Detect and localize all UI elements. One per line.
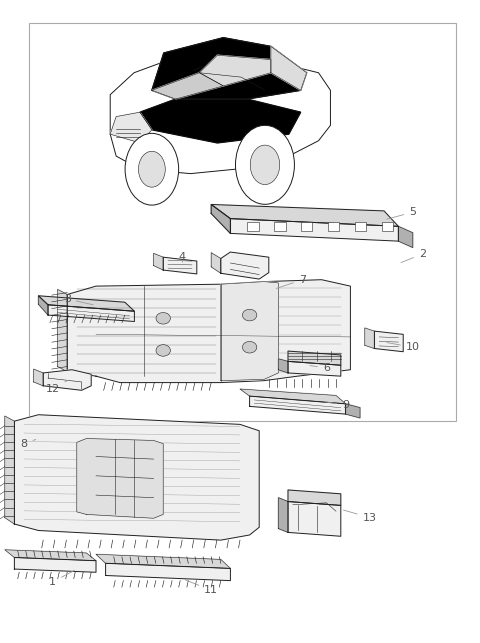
Text: 11: 11 <box>185 580 218 595</box>
Circle shape <box>125 133 179 205</box>
Polygon shape <box>38 296 48 315</box>
Polygon shape <box>154 253 163 270</box>
Text: 5: 5 <box>387 207 416 219</box>
Polygon shape <box>250 396 346 414</box>
Polygon shape <box>38 296 134 311</box>
Polygon shape <box>5 550 96 561</box>
Polygon shape <box>43 370 91 390</box>
Text: 8: 8 <box>21 439 36 449</box>
Polygon shape <box>152 38 307 99</box>
Polygon shape <box>288 502 341 536</box>
Polygon shape <box>34 369 43 386</box>
Text: 2: 2 <box>401 249 426 262</box>
Bar <box>382 222 393 231</box>
Circle shape <box>236 125 294 204</box>
Polygon shape <box>221 252 269 279</box>
Polygon shape <box>278 359 288 373</box>
Bar <box>247 222 259 231</box>
Polygon shape <box>211 204 230 233</box>
Polygon shape <box>110 55 330 174</box>
Bar <box>29 23 456 421</box>
Text: 1: 1 <box>49 570 74 587</box>
Polygon shape <box>288 490 341 505</box>
Polygon shape <box>221 282 278 381</box>
Polygon shape <box>152 38 307 99</box>
Polygon shape <box>163 257 197 274</box>
Polygon shape <box>14 557 96 572</box>
Polygon shape <box>211 204 398 226</box>
Polygon shape <box>96 554 230 568</box>
Polygon shape <box>240 389 346 404</box>
Polygon shape <box>211 253 221 273</box>
Polygon shape <box>365 328 374 349</box>
Polygon shape <box>288 351 341 365</box>
Text: 7: 7 <box>276 275 306 289</box>
Text: 12: 12 <box>46 381 67 394</box>
Polygon shape <box>278 498 288 532</box>
Polygon shape <box>58 289 67 372</box>
Text: 10: 10 <box>387 342 420 352</box>
Bar <box>301 222 312 231</box>
Polygon shape <box>288 361 341 376</box>
Polygon shape <box>230 219 398 241</box>
Polygon shape <box>152 73 223 99</box>
Polygon shape <box>14 415 259 540</box>
Polygon shape <box>200 55 271 86</box>
Polygon shape <box>110 113 152 143</box>
Polygon shape <box>140 99 300 143</box>
Ellipse shape <box>156 312 170 324</box>
Bar <box>355 222 366 231</box>
Circle shape <box>139 151 165 187</box>
Ellipse shape <box>242 341 257 353</box>
Text: 6: 6 <box>310 363 330 373</box>
Polygon shape <box>5 416 14 524</box>
Text: 3: 3 <box>64 294 93 305</box>
Polygon shape <box>346 404 360 418</box>
Polygon shape <box>374 331 403 352</box>
Text: 4: 4 <box>179 252 186 262</box>
Polygon shape <box>77 439 163 518</box>
Bar <box>328 222 339 231</box>
Circle shape <box>250 145 280 185</box>
Ellipse shape <box>242 309 257 321</box>
Polygon shape <box>48 305 134 322</box>
Text: 13: 13 <box>344 510 377 523</box>
Polygon shape <box>398 226 413 248</box>
Ellipse shape <box>156 345 170 356</box>
Polygon shape <box>67 280 350 383</box>
Bar <box>274 222 286 231</box>
Text: 9: 9 <box>324 400 349 410</box>
Polygon shape <box>271 46 307 90</box>
Polygon shape <box>106 563 230 581</box>
